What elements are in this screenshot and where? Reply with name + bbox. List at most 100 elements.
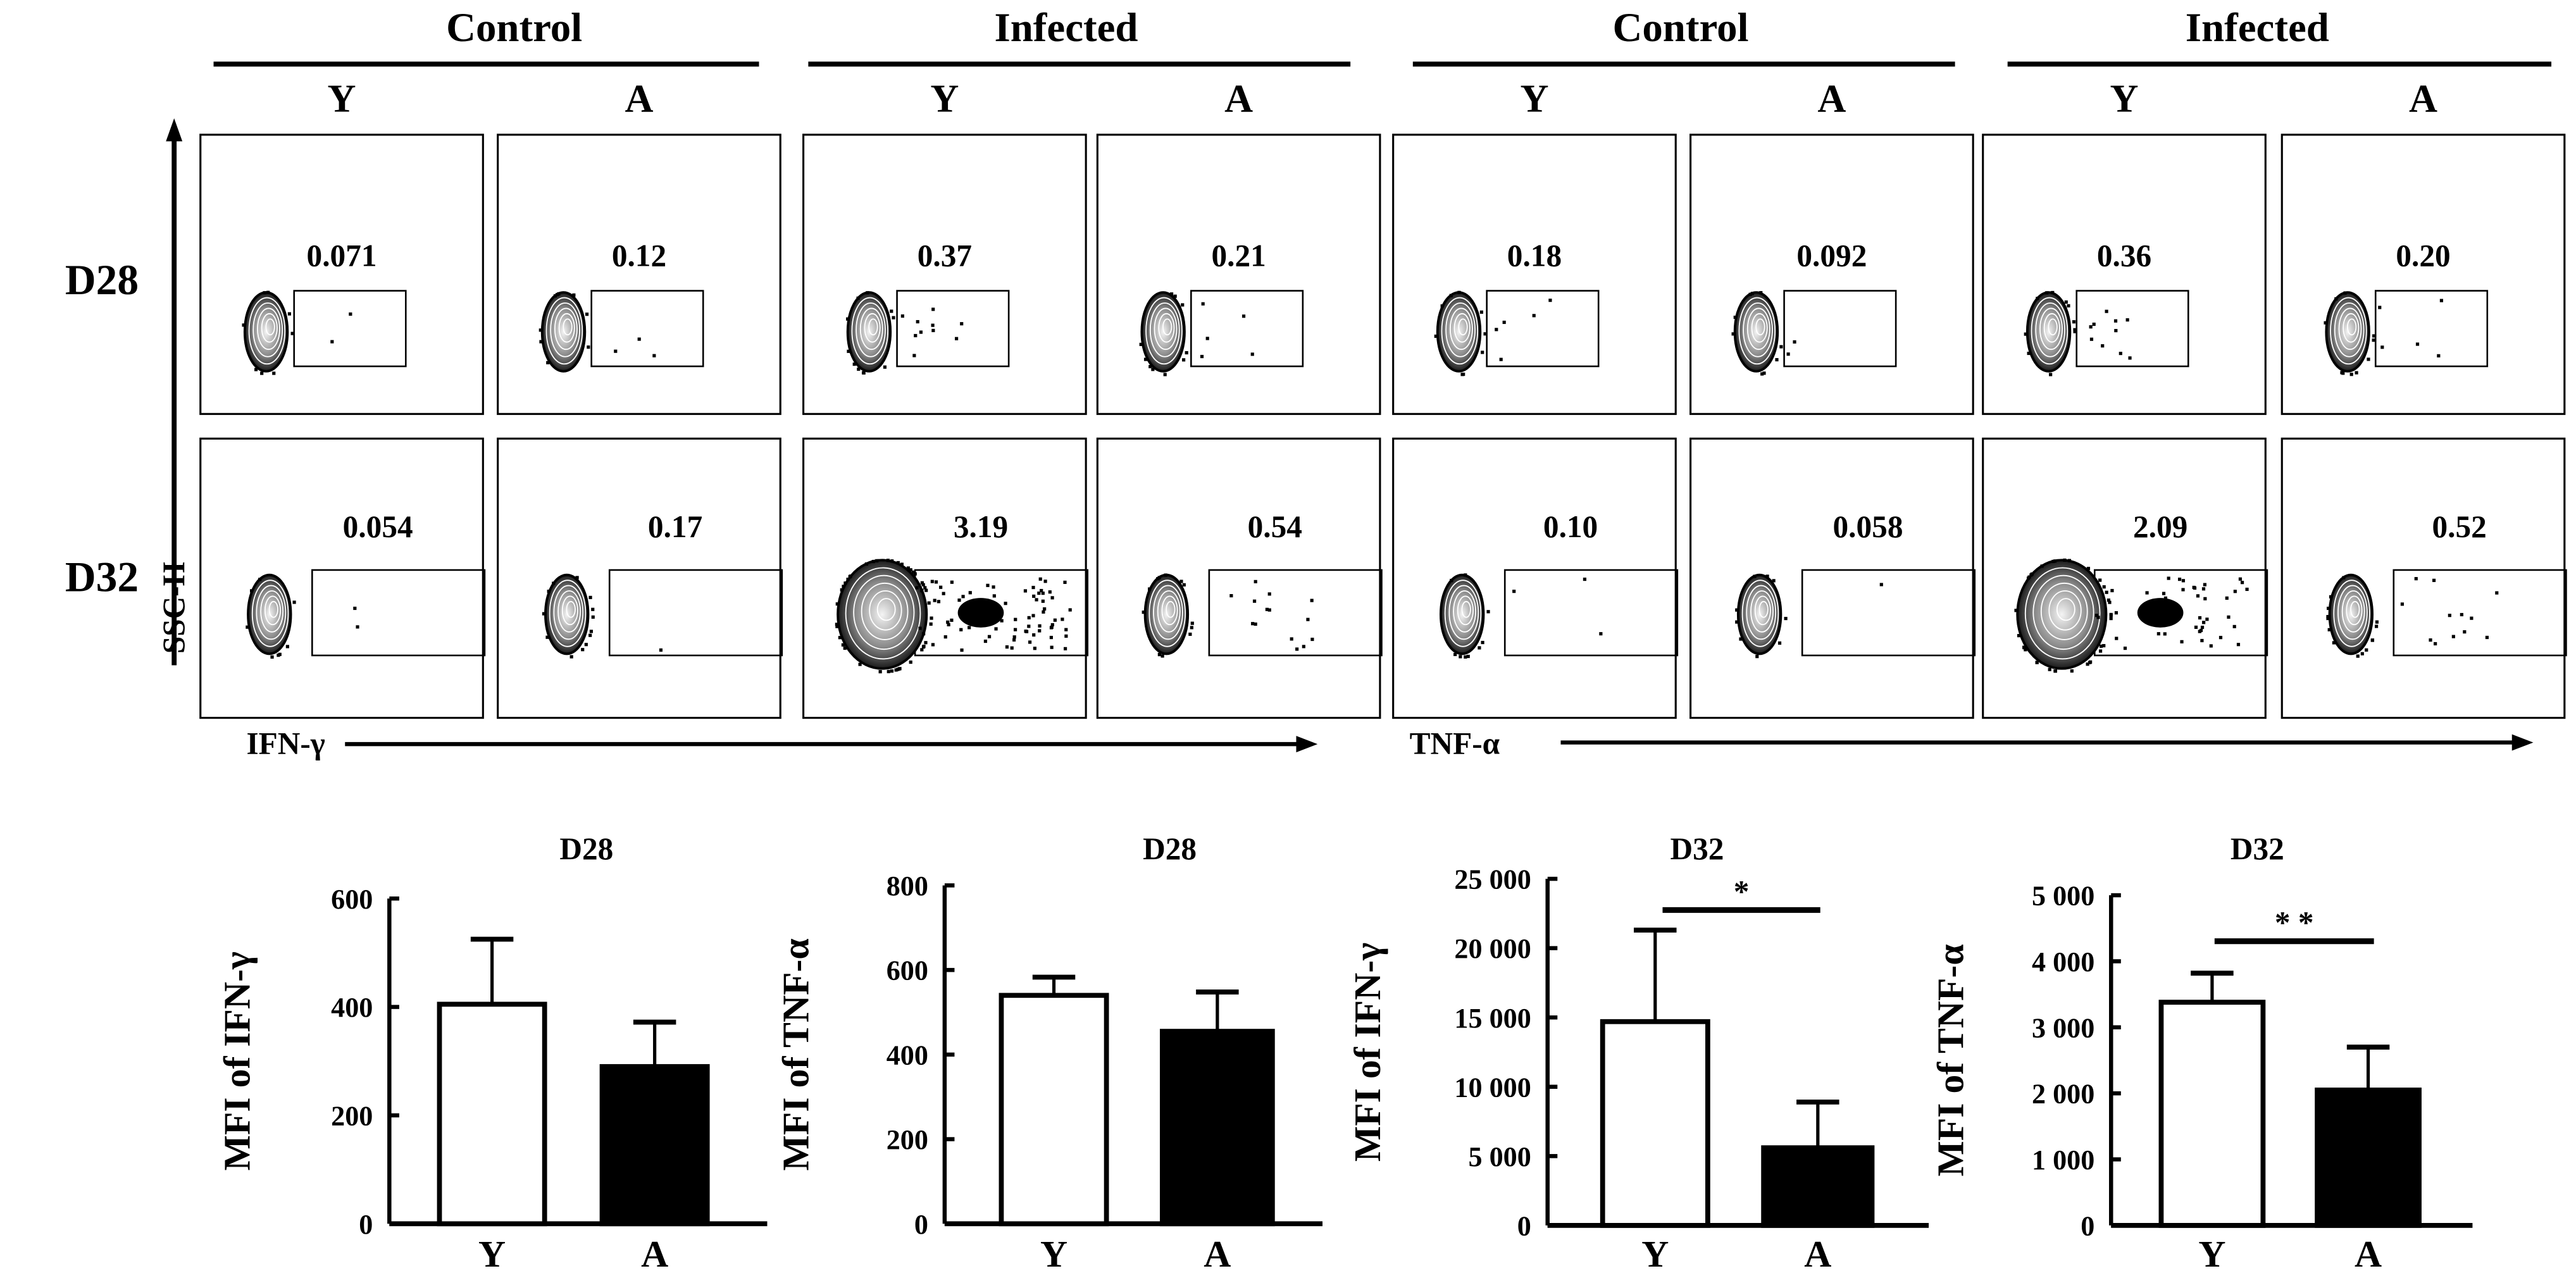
contour-plot (1733, 291, 1779, 373)
column-label: A (1817, 77, 1846, 121)
y-axis-label: MFI of IFN-γ (1347, 943, 1388, 1162)
ssc-h-label: SSC-H (156, 562, 191, 654)
gate-rectangle (1783, 290, 1897, 368)
flow-panel-d28-5: 0.092 (1689, 133, 1974, 415)
row-label-d32: D32 (65, 554, 139, 601)
event-dots (242, 290, 352, 375)
event-dots (1731, 291, 1796, 376)
panel-frame (1392, 133, 1677, 415)
panel-frame (1689, 133, 1974, 415)
bar-chart-0: D28 MFI of IFN-γ 0 200 400 600 Y A (216, 831, 768, 1275)
header-infected-tnf: Infected (2186, 5, 2329, 51)
gate-percentage: 0.20 (2396, 239, 2450, 273)
contour-plot (2025, 291, 2072, 373)
y-tick-label: 3 000 (2032, 1012, 2094, 1043)
y-tick-label: 0 (359, 1209, 373, 1240)
header-infected-ifn: Infected (994, 5, 1138, 51)
gate-percentage: 0.17 (648, 509, 702, 544)
flow-panel-d28-4: 0.18 (1392, 133, 1677, 415)
x-category-label: Y (1040, 1233, 1067, 1275)
significance-marker: * * (2275, 905, 2314, 940)
bar-y (2158, 1000, 2266, 1228)
x-category-label: A (2355, 1233, 2382, 1275)
y-tick-label: 10 000 (1454, 1072, 1531, 1103)
bar-y (437, 1002, 547, 1227)
contour-plot (544, 573, 590, 655)
panel-frame (199, 133, 484, 415)
chart-title: D32 (2231, 831, 2284, 866)
panel-frame (802, 133, 1087, 415)
panel-frame (802, 437, 1087, 719)
event-dots (2024, 290, 2132, 376)
x-category-label: A (641, 1233, 668, 1275)
y-tick-label: 0 (2081, 1210, 2094, 1241)
x-category-label: A (1804, 1233, 1831, 1275)
gate-percentage: 0.12 (612, 239, 666, 273)
contour-plot (2328, 573, 2374, 655)
gate-percentage: 0.10 (1543, 509, 1598, 544)
bar-a (2315, 1088, 2422, 1228)
header-control-ifn: Control (446, 5, 582, 51)
gate-percentage: 2.09 (2133, 509, 2187, 544)
panel-frame (1096, 133, 1381, 415)
event-dots (2324, 291, 2444, 376)
gate-rectangle (590, 290, 704, 368)
event-dots (835, 559, 1072, 674)
contour-plot (1143, 573, 1190, 655)
bar-chart-3: D32 MFI of TNF-α 0 1 000 2 000 3 000 4 000 5 00… (1930, 831, 2473, 1275)
gate-rectangle (311, 569, 486, 657)
gate-percentage: 0.071 (307, 239, 377, 273)
gate-percentage: 0.36 (2097, 239, 2151, 273)
arrow-right-icon (1296, 736, 1318, 753)
bar-chart-1: D28 MFI of TNF-α 0 200 400 600 800 Y A (775, 831, 1323, 1275)
arrow-up-icon (166, 118, 183, 142)
flow-panel-d32-3: 0.54 (1096, 437, 1383, 719)
contour-plot (1736, 573, 1783, 655)
column-label: A (2409, 77, 2437, 121)
chart-title: D32 (1671, 831, 1724, 866)
gate-rectangle (896, 290, 1010, 368)
event-dots (1735, 574, 1883, 659)
y-tick-label: 600 (887, 955, 928, 986)
x-category-label: Y (2198, 1233, 2225, 1275)
y-tick-label: 25 000 (1454, 864, 1531, 895)
contour-plot (1436, 291, 1482, 373)
arrow-right-icon (2511, 734, 2534, 751)
y-tick-label: 600 (331, 884, 373, 915)
event-dots (542, 576, 663, 659)
event-dots (846, 291, 964, 375)
y-axis-label: MFI of TNF-α (775, 938, 816, 1170)
gate-percentage: 0.52 (2432, 509, 2487, 544)
y-tick-label: 15 000 (1454, 1003, 1531, 1034)
gate-rectangle (1486, 290, 1600, 368)
gate-rectangle (2374, 290, 2489, 368)
gate-percentage: 0.092 (1796, 239, 1867, 273)
y-tick-label: 200 (331, 1101, 373, 1132)
y-tick-label: 0 (914, 1209, 928, 1240)
flow-panel-d28-1: 0.12 (497, 133, 781, 415)
gate-rectangle (2075, 290, 2189, 368)
y-tick-label: 200 (887, 1124, 928, 1155)
panel-frame (2280, 437, 2566, 719)
flow-panel-d32-4: 0.10 (1392, 437, 1679, 719)
y-tick-label: 800 (887, 871, 928, 902)
y-tick-label: 5 000 (1468, 1141, 1531, 1172)
x-category-label: A (1204, 1233, 1231, 1275)
event-dots (1450, 573, 1603, 659)
event-dots (246, 578, 359, 659)
event-dots (538, 292, 656, 364)
gate-rectangle (1503, 569, 1679, 657)
gate-percentage: 0.058 (1833, 509, 1903, 544)
contour-plot (837, 559, 928, 670)
contour-plot (846, 291, 892, 373)
bar-a (1159, 1029, 1275, 1227)
gate-rectangle (1801, 569, 1976, 657)
y-tick-label: 0 (1517, 1210, 1531, 1241)
panel-frame (2280, 133, 2566, 415)
flow-panel-d28-2: 0.37 (802, 133, 1087, 415)
column-label: Y (1520, 77, 1548, 121)
flow-panel-d28-6: 0.36 (1982, 133, 2267, 415)
event-dots (2326, 576, 2499, 658)
header-control-tnf: Control (1612, 5, 1748, 51)
